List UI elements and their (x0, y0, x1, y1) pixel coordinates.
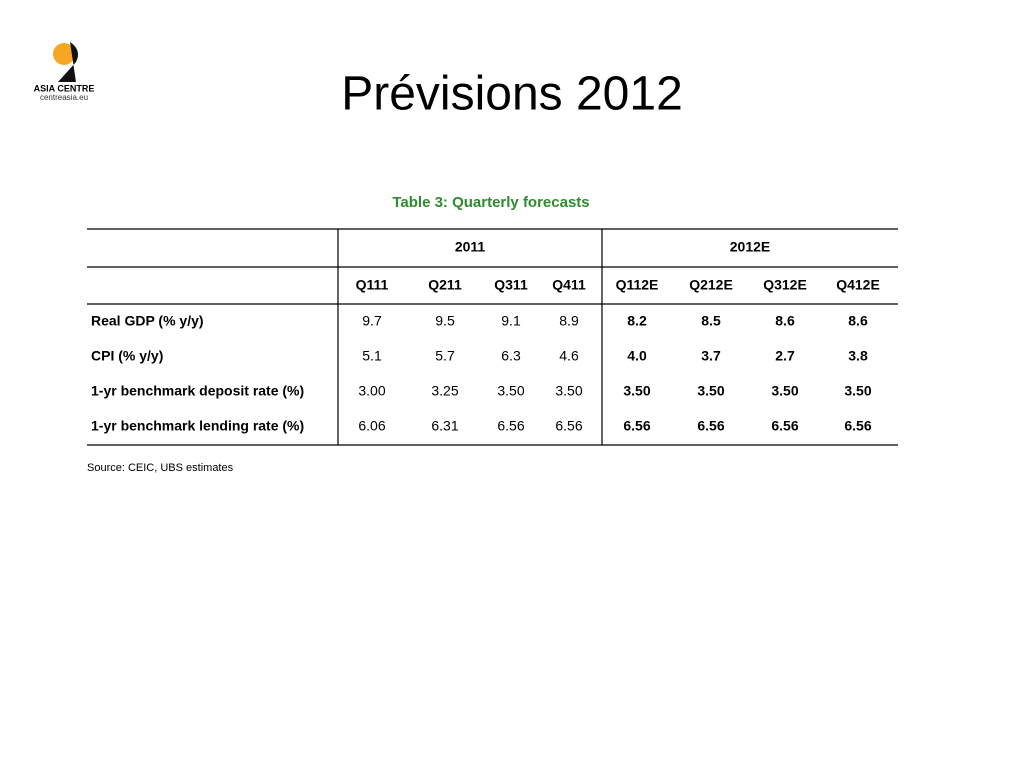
logo-name: ASIA CENTRE (34, 83, 95, 93)
table-cell: 3.8 (848, 348, 868, 364)
table-cell: 5.1 (362, 348, 382, 364)
row-label: CPI (% y/y) (91, 348, 163, 364)
table-cell: 3.50 (697, 383, 724, 399)
logo-circle (53, 43, 75, 65)
group-header: 2012E (730, 239, 770, 255)
table-cell: 3.50 (497, 383, 524, 399)
table-cell: 6.56 (555, 418, 582, 434)
column-header: Q411 (552, 277, 586, 293)
table-cell: 6.56 (623, 418, 650, 434)
table-cell: 4.0 (627, 348, 647, 364)
row-label: 1-yr benchmark lending rate (%) (91, 418, 304, 434)
column-header: Q211 (428, 277, 462, 293)
column-header: Q212E (689, 277, 733, 293)
table-cell: 8.2 (627, 313, 647, 329)
table-cell: 3.50 (555, 383, 582, 399)
table-cell: 6.56 (771, 418, 798, 434)
slide-title: Prévisions 2012 (341, 68, 683, 121)
table-cell: 5.7 (435, 348, 455, 364)
table-cell: 6.3 (501, 348, 521, 364)
table-cell: 3.25 (431, 383, 458, 399)
logo-shape (58, 42, 78, 82)
table-cell: 2.7 (775, 348, 795, 364)
table-cell: 4.6 (559, 348, 579, 364)
table-cell: 3.7 (701, 348, 721, 364)
table-cell: 9.5 (435, 313, 455, 329)
column-header: Q111 (356, 277, 389, 293)
table-cell: 8.9 (559, 313, 579, 329)
table-cell: 3.50 (771, 383, 798, 399)
table-cell: 6.56 (497, 418, 524, 434)
table-cell: 9.1 (501, 313, 521, 329)
group-header: 2011 (455, 239, 486, 255)
table-cell: 8.5 (701, 313, 721, 329)
table-cell: 9.7 (362, 313, 382, 329)
table-cell: 3.50 (844, 383, 871, 399)
table-cell: 8.6 (775, 313, 795, 329)
logo: ASIA CENTRE centreasia.eu (34, 42, 95, 102)
table-source: Source: CEIC, UBS estimates (87, 462, 234, 474)
row-label: 1-yr benchmark deposit rate (%) (91, 383, 304, 399)
row-label: Real GDP (% y/y) (91, 313, 204, 329)
logo-url: centreasia.eu (40, 93, 88, 102)
column-header: Q312E (763, 277, 807, 293)
column-header: Q412E (836, 277, 880, 293)
column-header: Q112E (616, 277, 659, 293)
table-cell: 6.31 (431, 418, 458, 434)
table-cell: 6.06 (358, 418, 385, 434)
column-header: Q311 (494, 277, 528, 293)
table-cell: 6.56 (697, 418, 724, 434)
table-cell: 3.50 (623, 383, 650, 399)
table-caption: Table 3: Quarterly forecasts (392, 194, 589, 211)
table-cell: 6.56 (844, 418, 871, 434)
table-cell: 3.00 (358, 383, 385, 399)
table-cell: 8.6 (848, 313, 868, 329)
